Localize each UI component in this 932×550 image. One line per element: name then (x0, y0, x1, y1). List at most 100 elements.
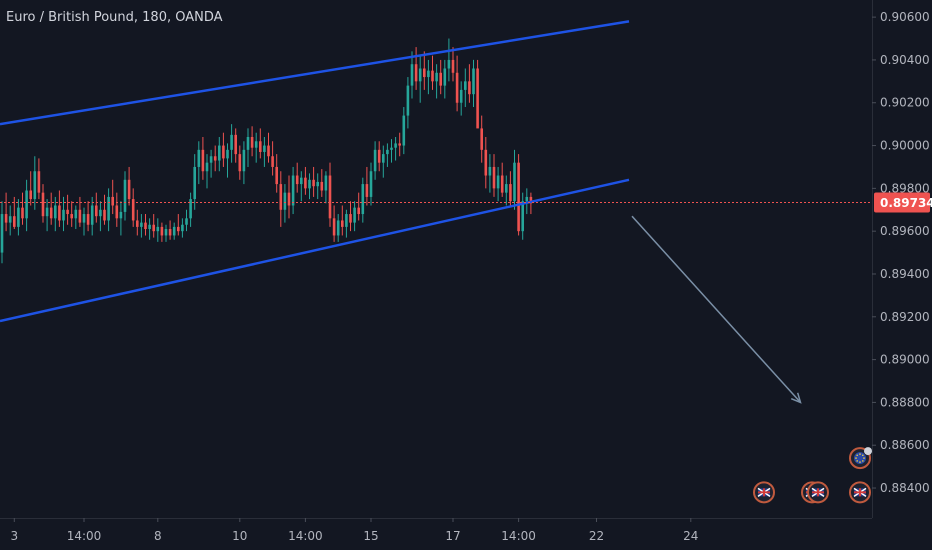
candle-body (304, 177, 307, 189)
candle-body (115, 205, 119, 219)
candle-body (250, 136, 254, 148)
x-tick-label: 22 (589, 529, 604, 543)
candle-body (107, 196, 110, 221)
candle-body (418, 68, 422, 82)
candle-body (148, 224, 151, 230)
candle-body (41, 192, 45, 217)
candle-body (144, 222, 147, 230)
candle-body (513, 162, 516, 202)
candle-body (324, 175, 328, 191)
candle-body (464, 81, 467, 90)
candle-body (119, 211, 123, 219)
y-tick-label: 0.88400 (880, 481, 930, 495)
candle-body (254, 141, 258, 148)
candle-body (45, 207, 49, 217)
candle-body (382, 154, 385, 163)
candle-body (287, 192, 291, 206)
candle-body (78, 209, 82, 223)
candle-body (431, 70, 434, 82)
candle-body (369, 171, 373, 197)
candle-body (459, 89, 463, 103)
candle-body (484, 149, 488, 176)
y-tick-label: 0.90200 (880, 96, 930, 110)
x-tick-label: 17 (445, 529, 460, 543)
candle-body (66, 209, 69, 215)
x-tick-label: 14:00 (67, 529, 102, 543)
x-tick-label: 14:00 (501, 529, 536, 543)
candle-body (58, 205, 61, 221)
candle-body (33, 171, 37, 200)
candle-body (238, 154, 242, 172)
candle-body (349, 214, 352, 223)
candle-body (168, 229, 172, 236)
candle-body (480, 128, 483, 150)
eu-flag-star (856, 460, 858, 462)
candle-body (427, 70, 430, 78)
candle-body (123, 179, 127, 212)
eu-flag-star (855, 457, 857, 459)
candle-body (259, 141, 262, 152)
candle-body (291, 175, 295, 206)
candle-body (439, 72, 442, 86)
candle-body (377, 149, 381, 163)
candle-body (82, 214, 86, 223)
candle-body (332, 218, 336, 236)
eu-flag-star (859, 461, 861, 463)
candle-body (386, 149, 389, 155)
candle-body (336, 220, 340, 236)
y-tick-label: 0.89800 (880, 181, 930, 195)
candle-body (177, 226, 180, 232)
candle-body (8, 216, 12, 223)
candle-body (222, 145, 225, 159)
candle-body (13, 216, 16, 227)
candle-body (189, 199, 192, 219)
last-price-badge (874, 192, 930, 213)
candle-body (509, 184, 512, 202)
candle-body (353, 207, 356, 223)
eu-flag-star (863, 457, 865, 459)
candle-body (136, 220, 139, 227)
candle-body (193, 166, 196, 200)
candle-body (300, 177, 303, 185)
candle-body (230, 134, 233, 150)
candle-body (361, 184, 365, 215)
candle-body (49, 207, 53, 219)
chart-title: Euro / British Pound, 180, OANDA (6, 10, 223, 25)
candle-body (283, 192, 287, 210)
candle-body (103, 209, 106, 221)
candle-body (308, 179, 311, 189)
candle-body (488, 166, 492, 176)
candle-body (365, 184, 369, 197)
candle-body (25, 190, 28, 219)
candle-body (390, 147, 393, 150)
forecast-arrow-head (790, 392, 802, 404)
candle-body (435, 72, 438, 82)
candle-body (373, 149, 377, 172)
eu-flag-star (862, 460, 864, 462)
candle-body (341, 220, 344, 227)
candle-body (209, 156, 213, 163)
candle-body (525, 196, 529, 202)
candle-body (21, 207, 24, 219)
eu-flag-star (856, 454, 858, 457)
candle-body (312, 179, 315, 187)
price-axis-panel (872, 0, 932, 550)
candle-body (95, 205, 98, 217)
x-tick-label: 24 (683, 529, 698, 543)
y-tick-label: 0.89000 (880, 353, 930, 367)
y-tick-label: 0.90600 (880, 10, 930, 24)
candle-body (156, 226, 160, 232)
candle-body (279, 184, 283, 210)
candle-body (410, 64, 414, 86)
y-tick-label: 0.89400 (880, 267, 930, 281)
candle-body (181, 224, 184, 232)
candle-body (70, 214, 73, 219)
candle-body (468, 81, 471, 95)
candle-body (529, 196, 533, 204)
candle-body (140, 222, 143, 227)
candle-body (131, 199, 135, 221)
candle-body (271, 156, 274, 167)
candle-body (455, 72, 459, 103)
candle-body (4, 214, 8, 223)
